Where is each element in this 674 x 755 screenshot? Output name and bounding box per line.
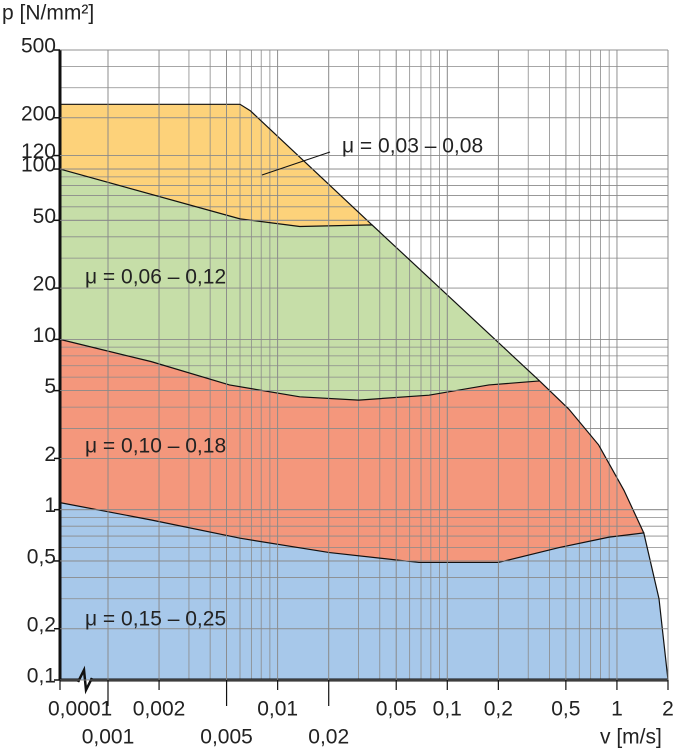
label-leader <box>261 151 331 176</box>
y-tick-label: 120 <box>21 140 56 163</box>
region-label: μ = 0,10 – 0,18 <box>85 435 226 458</box>
y-tick-label: 5 <box>44 375 56 398</box>
x-tick-label: 0,001 <box>82 726 135 749</box>
x-tick-label: 0,01 <box>257 698 298 721</box>
y-tick-label: 0,5 <box>27 545 56 568</box>
x-tick-label: 0,5 <box>551 698 580 721</box>
x-tick-label: 1 <box>611 698 623 721</box>
y-tick-label: 100 <box>21 154 56 177</box>
y-tick-label: 0,2 <box>27 613 56 636</box>
region <box>60 104 373 227</box>
x-axis-title: v [m/s] <box>600 726 662 749</box>
x-tick-label: 0,05 <box>376 698 417 721</box>
region-boundary <box>59 168 540 382</box>
region <box>60 339 644 563</box>
y-tick-label: 1 <box>44 494 56 517</box>
x-tick-label: 0,1 <box>433 698 462 721</box>
region <box>60 169 540 401</box>
region-label: μ = 0,06 – 0,12 <box>85 266 226 289</box>
region-label: μ = 0,03 – 0,08 <box>342 135 483 158</box>
y-tick-label: 2 <box>44 443 56 466</box>
x-tick-label: 2 <box>662 698 674 721</box>
x-tick-label: 0,005 <box>200 726 253 749</box>
y-tick-label: 10 <box>33 324 56 347</box>
x-tick-label: 0,0001 <box>48 698 112 721</box>
region-boundary <box>59 338 645 534</box>
y-tick-label: 20 <box>33 273 56 296</box>
y-tick-label: 50 <box>33 205 56 228</box>
x-tick-label: 0,02 <box>308 726 349 749</box>
y-tick-label: 0,1 <box>27 665 56 688</box>
region <box>60 502 668 680</box>
region-label: μ = 0,15 – 0,25 <box>85 608 226 631</box>
y-tick-label: 500 <box>21 35 56 58</box>
region-boundary <box>60 103 373 226</box>
y-axis-title: p [N/mm²] <box>2 2 94 25</box>
y-tick-label: 200 <box>21 102 56 125</box>
x-tick-label: 0,002 <box>133 698 186 721</box>
x-tick-label: 0,2 <box>484 698 513 721</box>
